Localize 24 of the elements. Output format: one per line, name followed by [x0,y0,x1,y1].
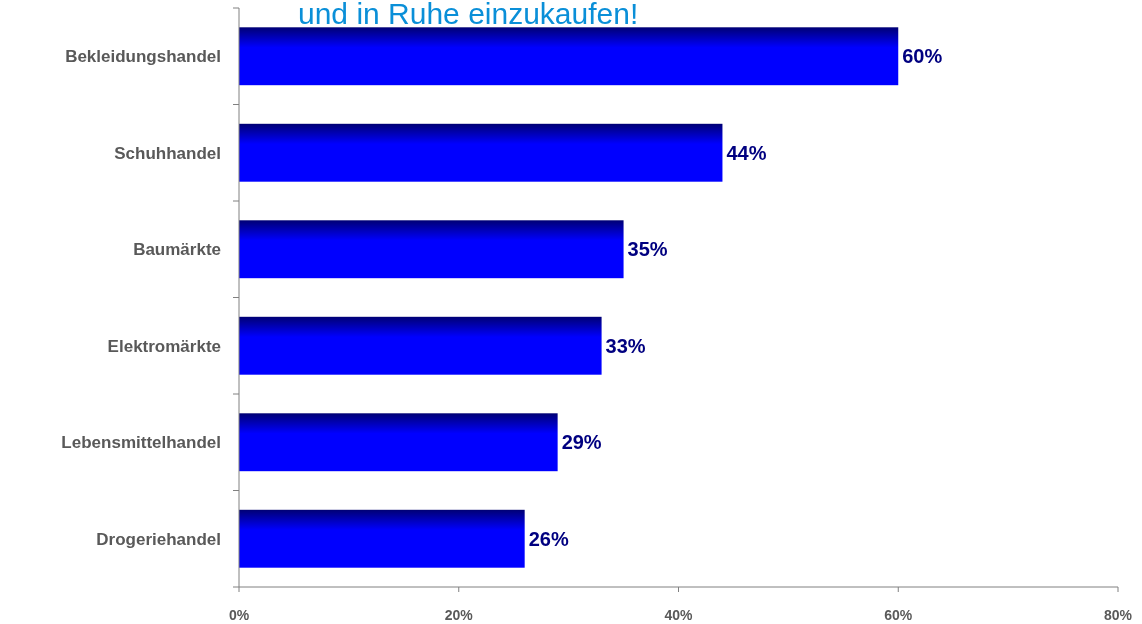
data-label: 44% [726,141,767,164]
x-tick-label: 0% [228,607,250,623]
bar [239,220,624,279]
data-label: 35% [627,238,668,261]
data-label: 26% [528,527,569,550]
x-tick-label: 40% [664,607,694,623]
y-tick-label: Elektromärkte [107,336,221,356]
y-tick-label: Baumärkte [133,240,221,260]
data-label: 60% [902,45,943,68]
y-tick-label: Lebensmittelhandel [61,433,221,453]
bar [239,123,723,182]
y-tick-label: Schuhhandel [114,143,221,163]
bar [239,27,899,86]
y-tick-label: Bekleidungshandel [65,47,221,67]
x-tick-label: 60% [884,607,913,623]
bar [239,413,558,472]
chart-title: und in Ruhe einzukaufen! [298,0,639,30]
data-label: 33% [605,334,646,357]
bar [239,316,602,375]
x-tick-label: 20% [444,607,474,623]
data-label: 29% [561,431,602,454]
y-tick-label: Drogeriehandel [96,529,221,549]
bar [239,509,525,568]
x-tick-label: 80% [1103,607,1133,623]
